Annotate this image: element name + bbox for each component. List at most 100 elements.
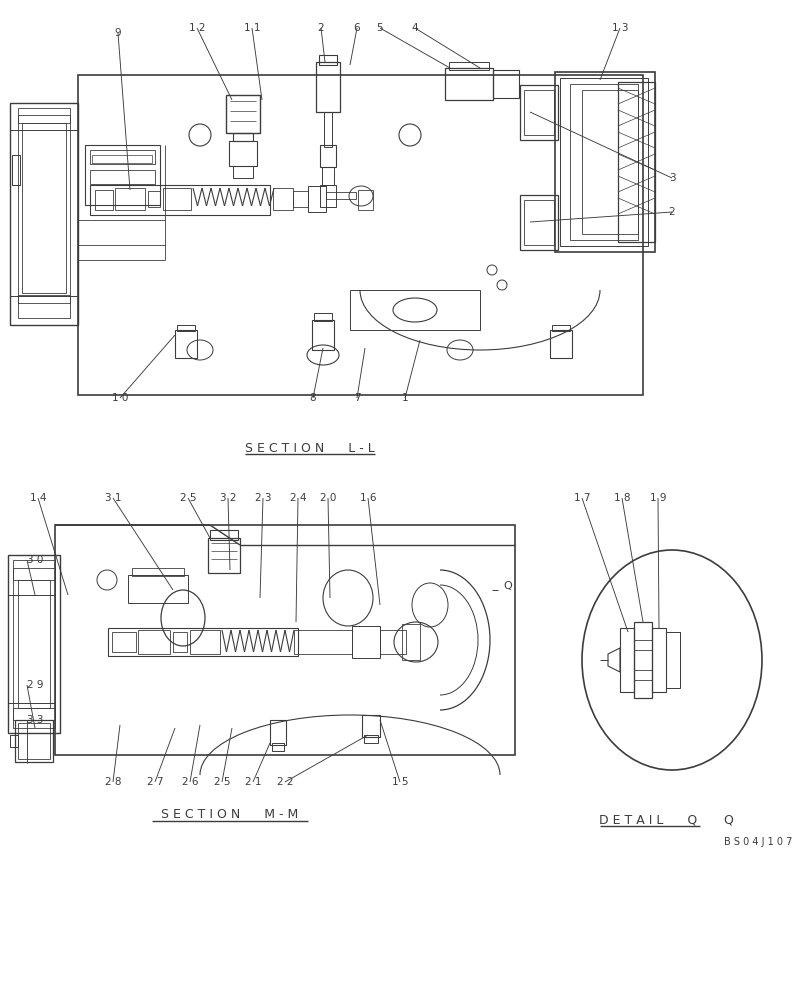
Text: 2: 2: [317, 23, 324, 33]
Bar: [108, 628, 298, 656]
Bar: [128, 575, 188, 603]
Bar: [315, 62, 340, 112]
Text: 1 6: 1 6: [359, 493, 375, 503]
Bar: [18, 580, 50, 708]
Bar: [362, 715, 380, 737]
Text: 2 2: 2 2: [277, 777, 293, 787]
Bar: [233, 133, 253, 141]
Bar: [190, 630, 220, 654]
Bar: [148, 191, 160, 207]
Bar: [138, 630, 169, 654]
Bar: [320, 145, 336, 167]
Text: 2 3: 2 3: [255, 493, 271, 503]
Bar: [270, 720, 285, 745]
Text: 2 5: 2 5: [179, 493, 196, 503]
Bar: [444, 68, 492, 100]
Bar: [13, 568, 55, 580]
Bar: [233, 166, 253, 178]
Text: 7: 7: [354, 393, 360, 403]
Text: 3 0: 3 0: [27, 555, 43, 565]
Text: 1 9: 1 9: [649, 493, 666, 503]
Bar: [294, 630, 351, 654]
Text: 2 6: 2 6: [182, 777, 198, 787]
Bar: [560, 78, 647, 246]
Bar: [272, 743, 284, 751]
Bar: [358, 190, 372, 210]
Bar: [112, 632, 135, 652]
Bar: [92, 155, 152, 163]
Bar: [363, 735, 378, 743]
Text: S E C T I O N      M - M: S E C T I O N M - M: [161, 808, 298, 821]
Bar: [115, 188, 145, 210]
Text: Q: Q: [722, 813, 732, 826]
Bar: [163, 188, 191, 210]
Bar: [18, 723, 50, 759]
Bar: [90, 170, 155, 184]
Bar: [208, 538, 240, 573]
Bar: [519, 85, 557, 140]
Bar: [18, 115, 70, 123]
Bar: [272, 188, 293, 210]
Text: 1 4: 1 4: [30, 493, 46, 503]
Text: 8: 8: [309, 393, 316, 403]
Text: 2 8: 2 8: [105, 777, 121, 787]
Bar: [581, 90, 637, 234]
Text: D E T A I L      Q: D E T A I L Q: [599, 813, 697, 826]
Text: 2 5: 2 5: [213, 777, 230, 787]
Text: 1 7: 1 7: [573, 493, 590, 503]
Bar: [633, 622, 651, 698]
Text: 2 9: 2 9: [27, 680, 44, 690]
Text: 9: 9: [114, 28, 121, 38]
Text: 1 3: 1 3: [611, 23, 628, 33]
Bar: [523, 200, 553, 245]
Bar: [322, 167, 333, 185]
Bar: [325, 192, 355, 199]
Text: 1 1: 1 1: [243, 23, 260, 33]
Bar: [177, 325, 195, 331]
Bar: [492, 70, 518, 98]
Bar: [132, 568, 184, 576]
Bar: [22, 123, 66, 293]
Bar: [665, 632, 679, 688]
Text: 2 1: 2 1: [244, 777, 261, 787]
Text: 3 2: 3 2: [220, 493, 236, 503]
Bar: [8, 555, 60, 733]
Text: Q: Q: [503, 581, 512, 591]
Bar: [519, 195, 557, 250]
Text: 4: 4: [411, 23, 418, 33]
Bar: [12, 155, 20, 185]
Bar: [620, 628, 633, 692]
Bar: [320, 185, 336, 207]
Bar: [549, 330, 571, 358]
Bar: [173, 632, 187, 652]
Text: 1 8: 1 8: [613, 493, 629, 503]
Text: 5: 5: [376, 23, 383, 33]
Text: 3 1: 3 1: [105, 493, 121, 503]
Bar: [314, 313, 332, 321]
Bar: [13, 708, 55, 720]
Bar: [18, 108, 70, 318]
Bar: [85, 145, 160, 205]
Bar: [175, 330, 197, 358]
Bar: [350, 290, 479, 330]
Bar: [380, 630, 406, 654]
Bar: [10, 103, 78, 325]
Bar: [617, 82, 654, 242]
Bar: [13, 560, 55, 728]
Bar: [448, 62, 488, 70]
Bar: [18, 295, 70, 303]
Text: 1 2: 1 2: [188, 23, 205, 33]
Bar: [90, 150, 155, 164]
Text: S E C T I O N      L - L: S E C T I O N L - L: [245, 442, 375, 454]
Bar: [90, 185, 270, 215]
Text: 2: 2: [668, 207, 675, 217]
Bar: [225, 95, 260, 133]
Bar: [293, 191, 307, 207]
Bar: [523, 90, 553, 135]
Text: 2 0: 2 0: [320, 493, 336, 503]
Text: 1: 1: [401, 393, 408, 403]
Text: 6: 6: [354, 23, 360, 33]
Bar: [15, 720, 53, 762]
Text: 3: 3: [668, 173, 675, 183]
Text: 1 5: 1 5: [391, 777, 408, 787]
